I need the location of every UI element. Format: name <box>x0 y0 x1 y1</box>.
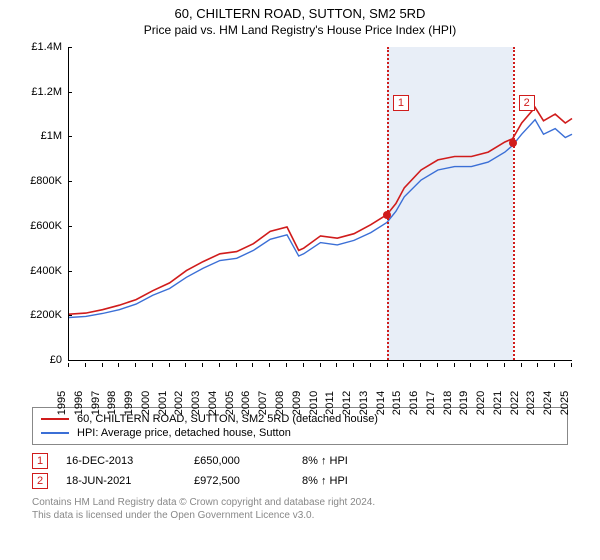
x-tick-label: 2015 <box>391 391 403 415</box>
x-tick-label: 2022 <box>509 391 521 415</box>
event-price: £972,500 <box>194 475 284 487</box>
event-vline <box>387 47 389 360</box>
y-tick-label: £200K <box>30 309 62 321</box>
event-dot <box>509 139 517 147</box>
event-number-box: 2 <box>519 95 535 111</box>
x-tick-label: 2001 <box>157 391 169 415</box>
x-tick-label: 1995 <box>56 391 68 415</box>
chart-container: £0£200K£400K£600K£800K£1M£1.2M£1.4M 12 1… <box>20 43 580 403</box>
event-row: 2 18-JUN-2021 £972,500 8% ↑ HPI <box>32 471 568 491</box>
x-tick-label: 2018 <box>442 391 454 415</box>
y-tick-label: £1.2M <box>31 86 62 98</box>
event-marker-box: 2 <box>32 473 48 489</box>
legend-row: HPI: Average price, detached house, Sutt… <box>41 426 559 440</box>
event-date: 18-JUN-2021 <box>66 475 176 487</box>
event-price: £650,000 <box>194 455 284 467</box>
y-tick-label: £1M <box>41 130 62 142</box>
x-tick-label: 2021 <box>492 391 504 415</box>
x-tick-label: 2011 <box>324 391 336 415</box>
y-axis: £0£200K£400K£600K£800K£1M£1.2M£1.4M <box>20 47 66 361</box>
legend-swatch <box>41 432 69 434</box>
series-price <box>69 107 572 314</box>
x-tick-label: 2014 <box>375 391 387 415</box>
x-tick-label: 2010 <box>308 391 320 415</box>
x-tick-label: 2017 <box>425 391 437 415</box>
footer-line: This data is licensed under the Open Gov… <box>32 510 568 523</box>
x-tick-label: 2007 <box>257 391 269 415</box>
x-tick-label: 2003 <box>190 391 202 415</box>
x-tick-label: 2002 <box>173 391 185 415</box>
x-axis: 1995199619971998199920002001200220032004… <box>68 363 572 403</box>
y-tick-label: £800K <box>30 175 62 187</box>
footer-line: Contains HM Land Registry data © Crown c… <box>32 497 568 510</box>
event-row: 1 16-DEC-2013 £650,000 8% ↑ HPI <box>32 451 568 471</box>
chart-subtitle: Price paid vs. HM Land Registry's House … <box>0 23 600 37</box>
x-tick-label: 1997 <box>90 391 102 415</box>
x-tick-label: 2016 <box>408 391 420 415</box>
x-tick-label: 2023 <box>525 391 537 415</box>
x-tick-label: 2013 <box>358 391 370 415</box>
chart-title: 60, CHILTERN ROAD, SUTTON, SM2 5RD <box>0 6 600 21</box>
series-hpi <box>69 120 572 318</box>
legend-swatch <box>41 418 69 420</box>
x-tick-label: 1996 <box>73 391 85 415</box>
y-tick-label: £1.4M <box>31 41 62 53</box>
x-tick-label: 2000 <box>140 391 152 415</box>
y-tick-label: £600K <box>30 220 62 232</box>
x-tick-label: 2006 <box>240 391 252 415</box>
x-tick-label: 1998 <box>106 391 118 415</box>
y-tick-label: £400K <box>30 265 62 277</box>
x-tick-label: 2005 <box>224 391 236 415</box>
x-tick-label: 2024 <box>542 391 554 415</box>
plot-area: 12 <box>68 47 572 361</box>
y-tick-label: £0 <box>50 354 62 366</box>
x-tick-label: 2020 <box>475 391 487 415</box>
x-tick-label: 2004 <box>207 391 219 415</box>
footer: Contains HM Land Registry data © Crown c… <box>32 497 568 522</box>
legend-label: HPI: Average price, detached house, Sutt… <box>77 427 291 439</box>
x-tick-label: 1999 <box>123 391 135 415</box>
event-marker-box: 1 <box>32 453 48 469</box>
x-tick-label: 2009 <box>291 391 303 415</box>
event-dot <box>383 211 391 219</box>
x-tick-label: 2019 <box>458 391 470 415</box>
event-number-box: 1 <box>393 95 409 111</box>
x-tick-label: 2012 <box>341 391 353 415</box>
event-vline <box>513 47 515 360</box>
event-hpi: 8% ↑ HPI <box>302 475 392 487</box>
event-hpi: 8% ↑ HPI <box>302 455 392 467</box>
event-date: 16-DEC-2013 <box>66 455 176 467</box>
event-table: 1 16-DEC-2013 £650,000 8% ↑ HPI 2 18-JUN… <box>32 451 568 491</box>
x-tick-label: 2008 <box>274 391 286 415</box>
x-tick-label: 2025 <box>559 391 571 415</box>
